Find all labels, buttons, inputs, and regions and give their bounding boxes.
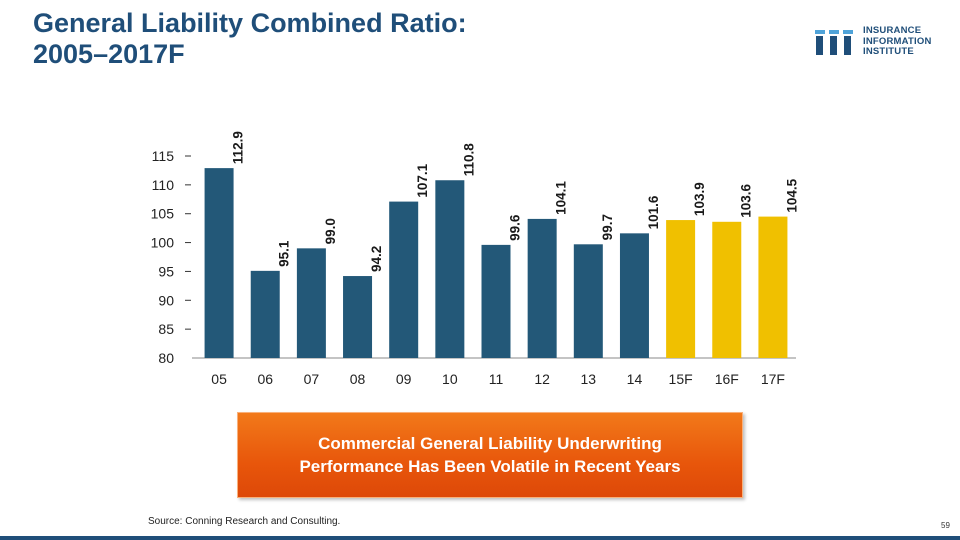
bar xyxy=(389,201,419,358)
data-label: 101.6 xyxy=(646,195,661,229)
data-label: 112.9 xyxy=(231,131,246,164)
y-tick-label: 85 xyxy=(158,321,174,337)
x-tick-label: 10 xyxy=(442,371,458,387)
bar xyxy=(666,220,696,358)
bar xyxy=(619,233,649,358)
bar xyxy=(573,244,603,358)
y-tick-label: 90 xyxy=(158,292,174,308)
page-number: 59 xyxy=(941,521,950,530)
bar xyxy=(343,276,373,358)
logo-line2: INFORMATION xyxy=(863,35,932,47)
bar xyxy=(250,270,280,358)
bottom-bar xyxy=(0,536,960,540)
x-tick-label: 13 xyxy=(581,371,597,387)
data-label: 103.6 xyxy=(738,184,753,218)
x-tick-label: 12 xyxy=(534,371,550,387)
data-label: 103.9 xyxy=(692,182,707,216)
x-tick-label: 07 xyxy=(304,371,320,387)
y-tick-label: 105 xyxy=(151,206,175,222)
iii-logo-mark-icon xyxy=(815,30,853,55)
callout-line2: Performance Has Been Volatile in Recent … xyxy=(299,457,681,476)
logo-line1: INSURANCE xyxy=(863,25,922,36)
x-tick-label: 08 xyxy=(350,371,366,387)
data-label: 99.0 xyxy=(323,218,338,244)
data-label: 110.8 xyxy=(461,143,476,177)
data-label: 104.5 xyxy=(784,178,799,212)
bar xyxy=(204,168,234,358)
x-tick-label: 16F xyxy=(715,371,739,387)
bar xyxy=(435,180,465,358)
y-tick-label: 110 xyxy=(152,177,175,193)
y-tick-label: 80 xyxy=(158,350,174,366)
data-label: 99.7 xyxy=(600,214,615,240)
data-label: 104.1 xyxy=(554,181,569,215)
iii-logo: INSURANCE INFORMATION INSTITUTE xyxy=(815,24,955,60)
x-tick-label: 06 xyxy=(257,371,273,387)
bar xyxy=(296,248,326,358)
bar xyxy=(758,216,788,358)
bar xyxy=(481,244,511,358)
x-tick-label: 17F xyxy=(761,371,785,387)
slide-title: General Liability Combined Ratio: 2005–2… xyxy=(33,8,467,70)
data-label: 99.6 xyxy=(508,214,523,241)
logo-line3: INSTITUTE xyxy=(863,46,914,57)
y-tick-label: 100 xyxy=(151,235,175,251)
callout-line1: Commercial General Liability Underwritin… xyxy=(318,434,662,453)
bar xyxy=(712,221,742,358)
data-label: 94.2 xyxy=(369,246,384,272)
iii-logo-text: INSURANCE INFORMATION INSTITUTE xyxy=(863,25,932,58)
x-tick-label: 09 xyxy=(396,371,412,387)
bar xyxy=(527,218,557,358)
y-tick-label: 95 xyxy=(158,263,174,279)
x-tick-label: 11 xyxy=(489,371,504,387)
callout-box: Commercial General Liability Underwritin… xyxy=(237,412,743,498)
slide-title-line1: General Liability Combined Ratio: xyxy=(33,8,467,38)
x-tick-label: 05 xyxy=(211,371,227,387)
x-tick-label: 15F xyxy=(669,371,693,387)
data-label: 95.1 xyxy=(277,240,292,267)
x-tick-label: 14 xyxy=(627,371,643,387)
data-label: 107.1 xyxy=(415,163,430,197)
source-note: Source: Conning Research and Consulting. xyxy=(148,516,341,527)
y-tick-label: 115 xyxy=(152,148,175,164)
slide-title-line2: 2005–2017F xyxy=(33,39,185,69)
